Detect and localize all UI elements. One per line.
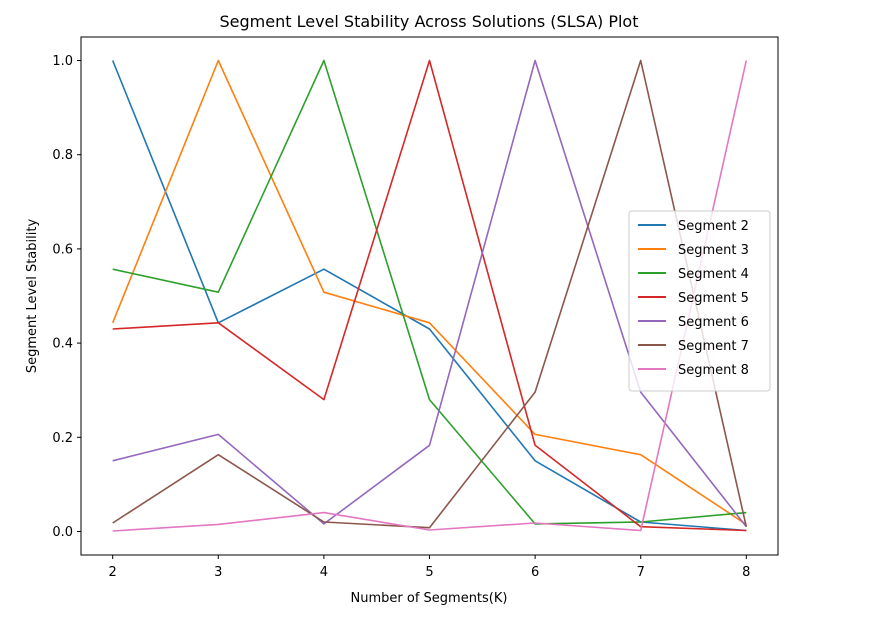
- legend-label: Segment 2: [678, 219, 749, 234]
- y-tick-label: 0.4: [52, 337, 73, 352]
- plot-area: 0.0 0.2 0.4 0.6 0.8 1.0 2 3 4 5 6 7 8: [52, 36, 779, 580]
- legend-label: Segment 5: [678, 291, 749, 306]
- x-axis-label: Number of Segments(K): [351, 591, 508, 606]
- legend-label: Segment 7: [678, 339, 749, 354]
- y-tick-label: 0.6: [52, 242, 73, 257]
- y-tick-label: 0.8: [52, 148, 73, 163]
- chart-title: Segment Level Stability Across Solutions…: [220, 12, 639, 31]
- y-tick-label: 0.0: [52, 525, 73, 540]
- y-axis: 0.0 0.2 0.4 0.6 0.8 1.0: [52, 54, 81, 540]
- x-tick-label: 7: [637, 565, 645, 580]
- x-tick-label: 8: [742, 565, 750, 580]
- legend-label: Segment 3: [678, 243, 749, 258]
- series-line-7: [112, 60, 748, 532]
- x-tick-label: 3: [214, 565, 222, 580]
- y-tick-label: 0.2: [52, 431, 73, 446]
- x-axis: 2 3 4 5 6 7 8: [109, 555, 750, 580]
- x-tick-label: 4: [320, 565, 328, 580]
- y-tick-label: 1.0: [52, 54, 73, 69]
- legend-label: Segment 4: [678, 267, 749, 282]
- series-line-5: [112, 59, 747, 528]
- y-axis-label: Segment Level Stability: [25, 219, 40, 374]
- x-tick-label: 5: [425, 565, 433, 580]
- series-line-6: [112, 59, 748, 529]
- legend: Segment 2 Segment 3 Segment 4 Segment 5 Segm…: [628, 210, 771, 392]
- series-line-4: [112, 59, 747, 532]
- series-lines: [111, 59, 748, 532]
- legend-label: Segment 8: [678, 363, 749, 378]
- series-line-2: [111, 59, 747, 526]
- x-tick-label: 2: [109, 565, 117, 580]
- series-line-3: [112, 59, 747, 525]
- legend-label: Segment 6: [678, 315, 749, 330]
- x-tick-label: 6: [531, 565, 539, 580]
